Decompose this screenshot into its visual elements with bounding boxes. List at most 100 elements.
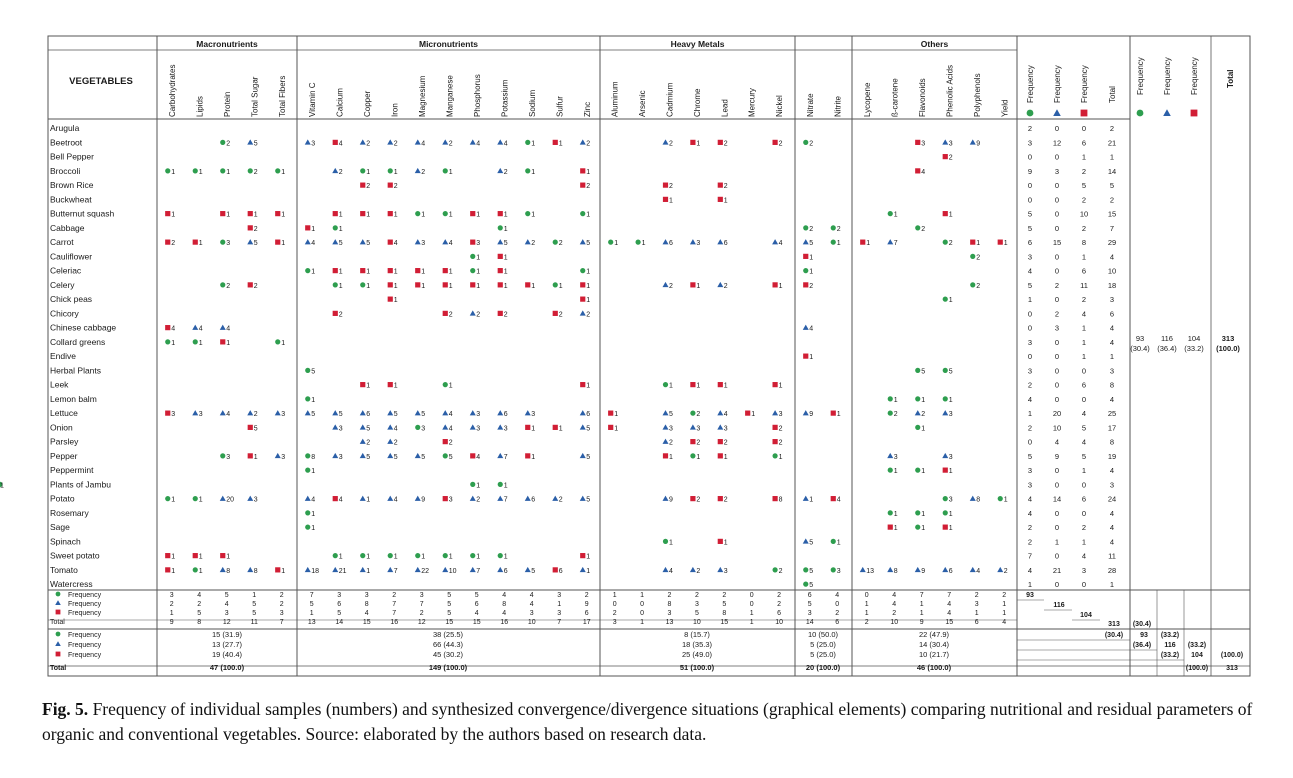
cell-count-30-10: 1 (449, 554, 453, 561)
col-total-28-2: 4 (947, 610, 951, 617)
cell-marker-26-3 (247, 495, 254, 501)
cell-marker-8-18 (662, 239, 669, 245)
cell-marker-13-12 (497, 310, 503, 316)
cell-marker-1-19 (690, 139, 696, 145)
cell-count-29-24: 1 (837, 539, 841, 546)
cell-count-29-18: 1 (669, 539, 673, 546)
cell-marker-11-2 (220, 282, 226, 288)
cell-count-26-19: 2 (696, 497, 700, 504)
cell-count-3-27: 4 (921, 169, 925, 176)
cell-count-18-22: 1 (779, 383, 783, 390)
cell-marker-27-27 (915, 510, 921, 516)
col-total-9-1: 7 (420, 601, 424, 608)
cell-count-8-25: 1 (866, 240, 870, 247)
cell-count-23-19: 1 (696, 454, 700, 461)
cell-marker-27-26 (887, 510, 893, 516)
cell-count-26-11: 2 (476, 497, 480, 504)
cell-count-28-5: 1 (311, 525, 315, 532)
cell-marker-8-7 (359, 239, 366, 245)
column-header-26: ß-carotene (890, 78, 899, 117)
cell-count-20-13: 3 (531, 411, 535, 418)
row-freq-21-3: 17 (1108, 423, 1116, 432)
col-total-21-2: 1 (750, 610, 754, 617)
cell-count-5-20: 1 (724, 197, 728, 204)
cell-count-8-19: 3 (696, 240, 700, 247)
cell-count-19-28: 1 (949, 397, 953, 404)
cell-count-31-6: 21 (339, 568, 347, 575)
row-freq-24-3: 4 (1110, 466, 1114, 475)
col-total-25-2: 1 (865, 610, 869, 617)
caption-text: Frequency of individual samples (numbers… (42, 699, 1253, 744)
cell-count-23-15: 5 (586, 454, 590, 461)
freq2-header-0: Frequency (1136, 57, 1145, 95)
cell-marker-23-9 (414, 452, 421, 459)
col-total-18-0: 2 (668, 592, 672, 599)
group-summary-nitr-1: 5 (25.0) (810, 640, 836, 649)
cell-marker-20-1 (192, 410, 199, 416)
cell-count-21-13: 1 (531, 425, 535, 432)
cell-marker-20-19 (690, 410, 696, 416)
cell-marker-26-0 (165, 496, 171, 502)
cell-marker-15-4 (275, 339, 281, 345)
cell-count-26-23: 1 (809, 497, 813, 504)
cell-marker-3-4 (275, 168, 281, 174)
cell-count-13-11: 2 (476, 311, 480, 318)
vegetable-row-26: Potato (50, 494, 75, 504)
cell-count-3-12: 2 (504, 169, 508, 176)
cell-marker-10-5 (305, 268, 311, 274)
group-summary-heavy-3: 51 (100.0) (680, 663, 715, 672)
cell-count-26-6: 4 (339, 497, 343, 504)
cell-marker-3-10 (442, 168, 448, 174)
group-summary-micro-0: 38 (25.5) (433, 630, 464, 639)
cell-marker-29-18 (662, 538, 669, 544)
cell-count-5-18: 1 (669, 197, 673, 204)
cell-marker-7-12 (497, 225, 503, 231)
col-total-6-0: 3 (337, 592, 341, 599)
bottom-label-shape-2 (55, 609, 61, 615)
bottom-freq-0: 93 (1026, 592, 1034, 599)
cell-marker-26-14 (552, 495, 559, 501)
cell-marker-3-2 (220, 168, 226, 174)
cell-count-21-18: 3 (669, 425, 673, 432)
cell-marker-6-7 (360, 211, 366, 217)
cell-marker-31-14 (552, 567, 558, 573)
cell-count-30-15: 1 (586, 554, 590, 561)
cell-marker-23-13 (525, 453, 531, 459)
column-header-24: Nitrite (833, 96, 842, 117)
row-freq-2-1: 0 (1055, 153, 1059, 162)
col-total-5-2: 1 (310, 610, 314, 617)
cell-marker-1-14 (552, 139, 558, 145)
cell-count-1-7: 2 (366, 140, 370, 147)
cell-count-8-17: 1 (642, 240, 646, 247)
cell-marker-13-11 (469, 310, 476, 316)
col-total-14-2: 3 (557, 610, 561, 617)
summary-right-0-0: (30.4) (1105, 632, 1123, 639)
vegetable-row-14: Chinese cabbage (50, 323, 116, 333)
group-summary-others-0: 22 (47.9) (919, 630, 950, 639)
col-total-24-2: 2 (835, 610, 839, 617)
column-header-30: Yield (1000, 100, 1009, 118)
cell-marker-24-26 (887, 467, 893, 473)
cell-count-3-9: 2 (421, 169, 425, 176)
cell-marker-8-11 (470, 239, 476, 245)
cell-count-11-9: 1 (421, 283, 425, 290)
row-freq-3-2: 2 (1082, 167, 1086, 176)
cell-count-6-9: 1 (421, 212, 425, 219)
cell-count-23-10: 5 (449, 454, 453, 461)
vegetables-header: VEGETABLES (69, 76, 133, 87)
cell-count-23-13: 1 (531, 454, 535, 461)
cell-count-18-10: 1 (449, 383, 453, 390)
row-freq-2-2: 1 (1082, 153, 1086, 162)
cell-marker-14-2 (219, 324, 226, 330)
cell-marker-11-29 (970, 282, 976, 288)
row-freq-14-1: 3 (1055, 324, 1059, 333)
row-freq-2-3: 1 (1110, 153, 1114, 162)
cell-marker-20-28 (942, 410, 949, 416)
cell-count-31-14: 6 (559, 568, 563, 575)
col-total-18-1: 8 (668, 601, 672, 608)
vegetable-row-18: Leek (50, 380, 69, 390)
cell-marker-12-15 (580, 296, 586, 302)
row-freq-13-2: 4 (1082, 309, 1086, 318)
cell-marker-18-10 (442, 382, 448, 388)
summary-right-0-1: 93 (1140, 632, 1148, 639)
